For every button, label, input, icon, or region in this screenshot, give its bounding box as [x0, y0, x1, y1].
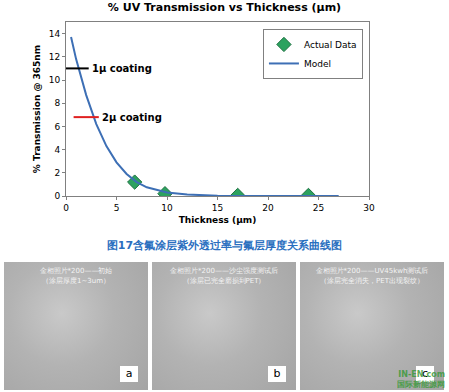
- svg-text:Actual Data: Actual Data: [304, 40, 357, 50]
- svg-text:30: 30: [363, 203, 375, 213]
- svg-text:1µ coating: 1µ coating: [92, 63, 152, 74]
- svg-text:25: 25: [313, 203, 324, 213]
- html-text:国际新能源网: 国际新能源网: [397, 380, 445, 389]
- html-text:IN-EN.com: IN-EN.com: [398, 370, 445, 379]
- html-text:（涂层已完全磨损到PET）: （涂层已完全磨损到PET）: [182, 277, 266, 285]
- html-text:c: c: [422, 367, 428, 380]
- html-text:（涂层厚度1~3um）: （涂层厚度1~3um）: [42, 277, 110, 285]
- html-text:图17含氟涂层紫外透过率与氟层厚度关系曲线图: 图17含氟涂层紫外透过率与氟层厚度关系曲线图: [106, 239, 343, 252]
- svg-text:6: 6: [54, 122, 60, 132]
- svg-text:0: 0: [54, 191, 60, 201]
- svg-text:14: 14: [49, 29, 61, 39]
- svg-text:10: 10: [49, 75, 61, 85]
- svg-text:12: 12: [49, 52, 60, 62]
- html-text:a: a: [125, 367, 133, 380]
- svg-text:5: 5: [114, 203, 120, 213]
- html-text:b: b: [273, 367, 281, 380]
- svg-text:Thickness (µm): Thickness (µm): [179, 215, 257, 225]
- svg-text:0: 0: [63, 203, 69, 213]
- svg-text:20: 20: [262, 203, 274, 213]
- svg-text:2µ coating: 2µ coating: [102, 112, 162, 123]
- svg-text:% UV Transmission vs Thickness: % UV Transmission vs Thickness (µm): [108, 1, 341, 14]
- svg-text:4: 4: [54, 145, 60, 155]
- svg-text:% Transmission @ 365nm: % Transmission @ 365nm: [32, 45, 42, 173]
- svg-text:2: 2: [54, 168, 60, 178]
- svg-text:15: 15: [212, 203, 223, 213]
- html-text:金相照片*200——UV45kwh测试后: 金相照片*200——UV45kwh测试后: [315, 267, 429, 275]
- svg-text:8: 8: [54, 98, 60, 108]
- html-text:金相照片*200——初始: 金相照片*200——初始: [39, 267, 113, 275]
- svg-text:10: 10: [161, 203, 173, 213]
- html-text:（涂层完全消失，PET出现裂纹）: （涂层完全消失，PET出现裂纹）: [320, 277, 424, 285]
- html-text:金相照片*200——沙尘强度测试后: 金相照片*200——沙尘强度测试后: [170, 267, 278, 275]
- svg-text:Model: Model: [304, 59, 331, 69]
